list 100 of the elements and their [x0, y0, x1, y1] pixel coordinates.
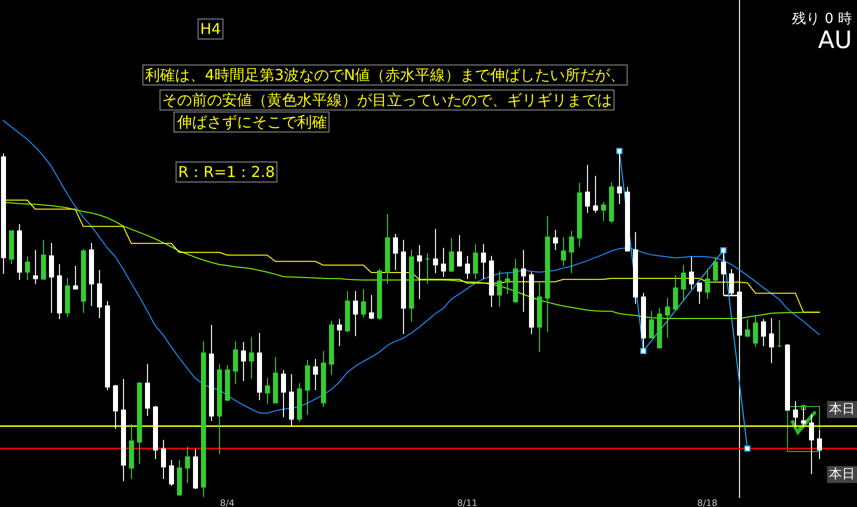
text: H4 — [200, 20, 221, 38]
candlestick — [521, 249, 526, 312]
candlestick — [537, 280, 542, 353]
candlestick — [441, 247, 446, 278]
candlestick — [745, 318, 750, 338]
candlestick — [9, 230, 14, 265]
candlestick — [81, 248, 86, 314]
candlestick — [585, 164, 590, 214]
candlestick — [593, 175, 598, 214]
candlestick — [257, 332, 262, 401]
point — [720, 247, 726, 254]
candlestick — [345, 290, 350, 332]
candlestick — [89, 242, 94, 307]
candlestick — [761, 318, 766, 347]
candlestick — [185, 446, 190, 484]
candlestick — [321, 350, 326, 408]
candlestick — [697, 282, 702, 304]
candlestick — [233, 340, 238, 384]
candlestick — [425, 252, 430, 284]
candlestick — [17, 224, 22, 281]
candlestick — [465, 255, 470, 280]
candlestick — [161, 439, 166, 480]
candlestick — [1, 152, 6, 274]
candlestick — [457, 234, 462, 268]
candlestick — [49, 242, 54, 314]
candlestick — [657, 308, 662, 348]
candlestick — [25, 256, 30, 281]
candlestick — [473, 244, 478, 280]
candlestick — [121, 378, 126, 482]
candlestick — [201, 340, 206, 498]
text: その前の安値（黄色水平線）が目立っていたので、ギリギリまでは — [162, 91, 612, 109]
candlestick — [353, 290, 358, 337]
candlestick — [249, 336, 254, 380]
candlestick — [729, 268, 734, 296]
text: 本日 — [829, 467, 855, 482]
candlestick — [433, 228, 438, 274]
candlestick — [225, 364, 230, 402]
candlestick — [817, 429, 822, 460]
annotation: R：R=1：2.8 — [178, 163, 275, 181]
text: 本日 — [829, 402, 855, 417]
candlestick — [153, 406, 158, 460]
candlestick — [297, 382, 302, 422]
candlestick — [393, 234, 398, 271]
candlestick — [361, 288, 366, 318]
candlestick — [561, 236, 566, 266]
candlestick — [409, 249, 414, 322]
candlestick — [649, 310, 654, 338]
candlestick — [241, 341, 246, 382]
candlestick — [673, 274, 678, 312]
candlestick — [145, 364, 150, 417]
candlestick — [105, 300, 110, 391]
candlestick — [313, 358, 318, 391]
candlestick — [193, 448, 198, 490]
candlestick — [369, 294, 374, 320]
candlestick — [65, 277, 70, 318]
candlestick — [97, 270, 102, 319]
candlestick — [609, 182, 614, 224]
text: AU — [818, 26, 852, 54]
candlestick — [209, 324, 214, 422]
candlestick — [377, 268, 382, 320]
candlestick — [633, 231, 638, 304]
candlestick — [505, 272, 510, 294]
candlestick — [793, 400, 798, 428]
candlestick — [577, 182, 582, 248]
candlestick — [289, 374, 294, 427]
candlestick — [57, 264, 62, 320]
candlestick — [137, 382, 142, 465]
candlestick — [801, 406, 806, 428]
candlestick — [129, 423, 134, 480]
x-tick-label: 8/4 — [220, 499, 235, 507]
candlestick — [689, 256, 694, 290]
candlestick — [177, 459, 182, 496]
candlestick — [529, 272, 534, 335]
candlestick — [385, 213, 390, 284]
candlestick — [545, 216, 550, 332]
candlestick — [169, 459, 174, 486]
candlestick — [777, 319, 782, 348]
candlestick — [681, 264, 686, 301]
candlestick — [73, 265, 78, 290]
candlestick — [785, 344, 790, 411]
candlestick — [265, 377, 270, 404]
candlestick — [753, 314, 758, 348]
candlestick — [481, 244, 486, 280]
candlestick — [513, 258, 518, 302]
candlestick — [401, 239, 406, 335]
candlestick — [281, 370, 286, 418]
candlestick — [769, 318, 774, 364]
candlestick — [337, 318, 342, 347]
candlestick — [553, 229, 558, 250]
text: 利確は、4時間足第3波なのでN値（赤水平線）まで伸ばしたい所だが、 — [144, 66, 626, 84]
candlestick — [41, 239, 46, 281]
candlestick — [809, 413, 814, 475]
candlestick — [705, 268, 710, 300]
candlestick — [449, 237, 454, 273]
candlestick — [217, 364, 222, 455]
candlestick — [113, 384, 118, 430]
text: 伸ばさずにそこで利確 — [176, 113, 327, 131]
candlestick — [601, 201, 606, 222]
x-tick-label: 8/18 — [697, 499, 718, 507]
x-tick-label: 8/11 — [457, 499, 478, 507]
